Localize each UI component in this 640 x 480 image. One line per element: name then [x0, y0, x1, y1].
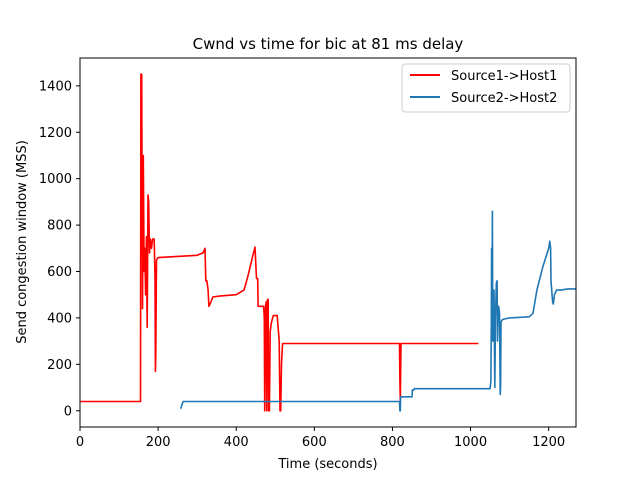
legend: Source1->Host1 Source2->Host2: [401, 63, 571, 113]
series-line-2: [180, 210, 576, 412]
chart-title: Cwnd vs time for bic at 81 ms delay: [193, 35, 464, 53]
y-tick-label: 800: [47, 219, 72, 234]
plot-area: [79, 57, 577, 428]
y-tick-label: 400: [47, 311, 72, 326]
x-tick-label: 1000: [454, 435, 487, 450]
series-layer: [80, 73, 576, 412]
y-tick-label: 0: [64, 404, 72, 419]
plot-frame: [79, 57, 577, 428]
legend-label-source2: Source2->Host2: [451, 91, 557, 106]
y-tick-label: 1200: [39, 126, 72, 141]
y-axis: 0 200 400 600 800 1000 1200 1400: [39, 79, 80, 419]
y-tick-label: 200: [47, 358, 72, 373]
x-tick-label: 800: [380, 435, 405, 450]
x-tick-label: 1200: [532, 435, 565, 450]
legend-label-source1: Source1->Host1: [451, 69, 557, 84]
x-axis: 0 200 400 600 800 1000 1200: [76, 427, 565, 450]
y-tick-label: 600: [47, 265, 72, 280]
legend-box: [401, 63, 571, 113]
x-axis-label: Time (seconds): [277, 457, 377, 472]
series-line-1: [80, 73, 479, 412]
y-tick-label: 1000: [39, 172, 72, 187]
x-tick-label: 200: [146, 435, 171, 450]
x-tick-label: 600: [302, 435, 327, 450]
x-tick-label: 0: [76, 435, 84, 450]
y-tick-label: 1400: [39, 79, 72, 94]
y-axis-label: Send congestion window (MSS): [15, 140, 30, 344]
x-tick-label: 400: [224, 435, 249, 450]
